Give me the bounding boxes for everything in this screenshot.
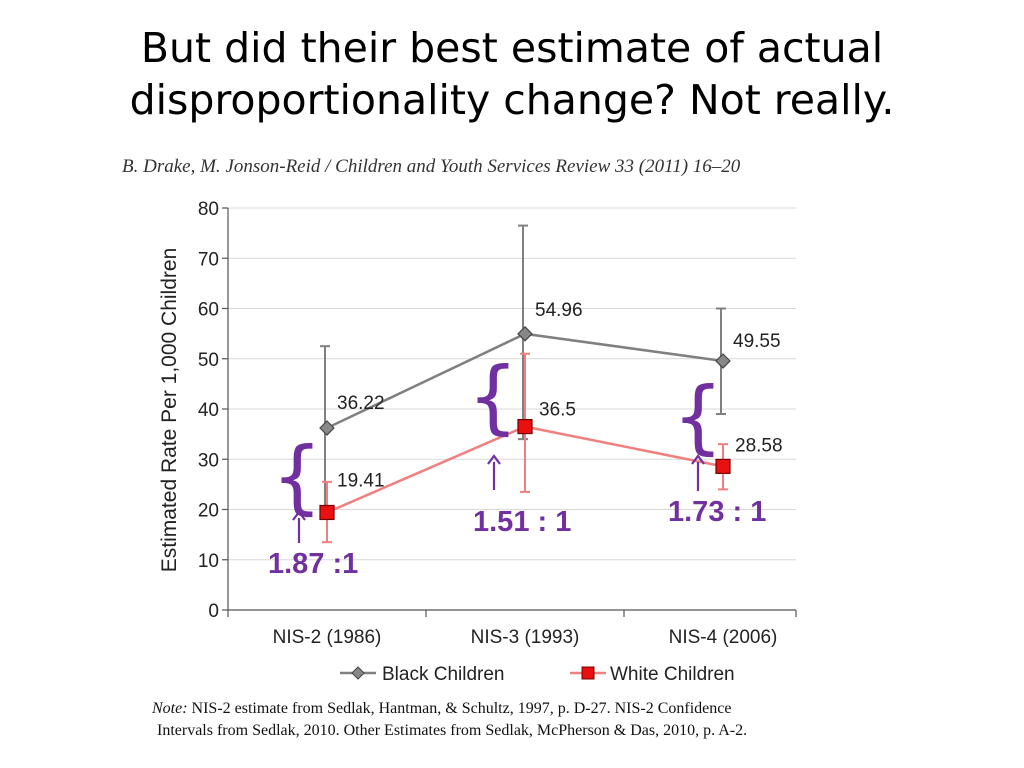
arrow-head-3 (691, 454, 705, 465)
y-tick-label-70: 70 (198, 249, 219, 270)
series-white-children: 19.41 36.5 28.58 (319, 352, 783, 544)
y-tick-label-50: 50 (198, 350, 219, 371)
arrow-head-1 (292, 510, 306, 521)
x-tick-label-3: NIS-4 (2006) (669, 627, 778, 648)
legend-item-white-children: White Children (570, 664, 735, 685)
annotations: {1.87 :1 {1.51 : 1 {1.73 : 1 (268, 350, 766, 580)
citation: B. Drake, M. Jonson-Reid / Children and … (122, 156, 741, 177)
brace-1: { (272, 430, 323, 523)
data-point-2 (517, 325, 533, 342)
slide-title: But did their best estimate of actual di… (40, 22, 984, 126)
y-tick-label-80: 80 (198, 199, 219, 220)
series: 36.22 54.96 49.55 19.41 36.5 28.58 (319, 224, 783, 544)
data-label-1: 36.22 (337, 393, 385, 414)
data-label-1: 19.41 (337, 470, 385, 491)
data-point-1 (319, 420, 335, 436)
x-tick-label-2: NIS-3 (1993) (471, 627, 580, 648)
y-tick-label-20: 20 (198, 501, 219, 522)
ratio-annotation-3: 1.73 : 1 (668, 496, 766, 528)
data-point-3 (715, 353, 731, 369)
note-line-1: Note: NIS-2 estimate from Sedlak, Hantma… (152, 698, 747, 720)
note-line-2: Intervals from Sedlak, 2010. Other Estim… (157, 722, 748, 739)
data-label-3: 49.55 (733, 331, 781, 352)
series-black-children: 36.22 54.96 49.55 (319, 224, 781, 511)
data-label-2: 36.5 (539, 400, 576, 421)
slide-title-line-1: But did their best estimate of actual (140, 24, 884, 72)
note-label: Note: (152, 700, 188, 717)
data-point-3 (715, 458, 731, 474)
y-tick-label-0: 0 (208, 601, 219, 622)
y-tick-label-40: 40 (198, 400, 219, 421)
y-tick-label-30: 30 (198, 450, 219, 471)
brace-3: { (673, 370, 724, 463)
legend-label: Black Children (382, 664, 505, 685)
y-tick-label-60: 60 (198, 300, 219, 321)
legend-marker-square (581, 666, 595, 680)
legend-marker-diamond (351, 666, 365, 680)
axes: 0 10 20 30 40 50 60 70 80 NIS-2 (1986) NIS-3 (1993… (198, 199, 797, 648)
data-label-3: 28.58 (735, 435, 783, 456)
data-point-2 (517, 418, 533, 435)
brace-2: { (468, 350, 519, 443)
legend: Black Children White Children (340, 664, 735, 685)
data-label-2: 54.96 (535, 300, 583, 321)
slide-title-line-2: disproportionality change? Not really. (129, 76, 895, 124)
legend-item-black-children: Black Children (340, 664, 505, 685)
source-note: Note: NIS-2 estimate from Sedlak, Hantma… (152, 698, 747, 742)
y-tick-label-10: 10 (198, 551, 219, 572)
ratio-annotation-2: 1.51 : 1 (473, 506, 571, 538)
legend-label: White Children (610, 664, 735, 685)
note-text-1: NIS-2 estimate from Sedlak, Hantman, & S… (187, 700, 732, 717)
data-point-1 (319, 504, 335, 521)
x-tick-label-1: NIS-2 (1986) (273, 627, 382, 648)
arrow-head-2 (487, 454, 501, 465)
ratio-annotation-1: 1.87 :1 (268, 548, 358, 580)
y-axis-label: Estimated Rate Per 1,000 Children (158, 248, 181, 573)
